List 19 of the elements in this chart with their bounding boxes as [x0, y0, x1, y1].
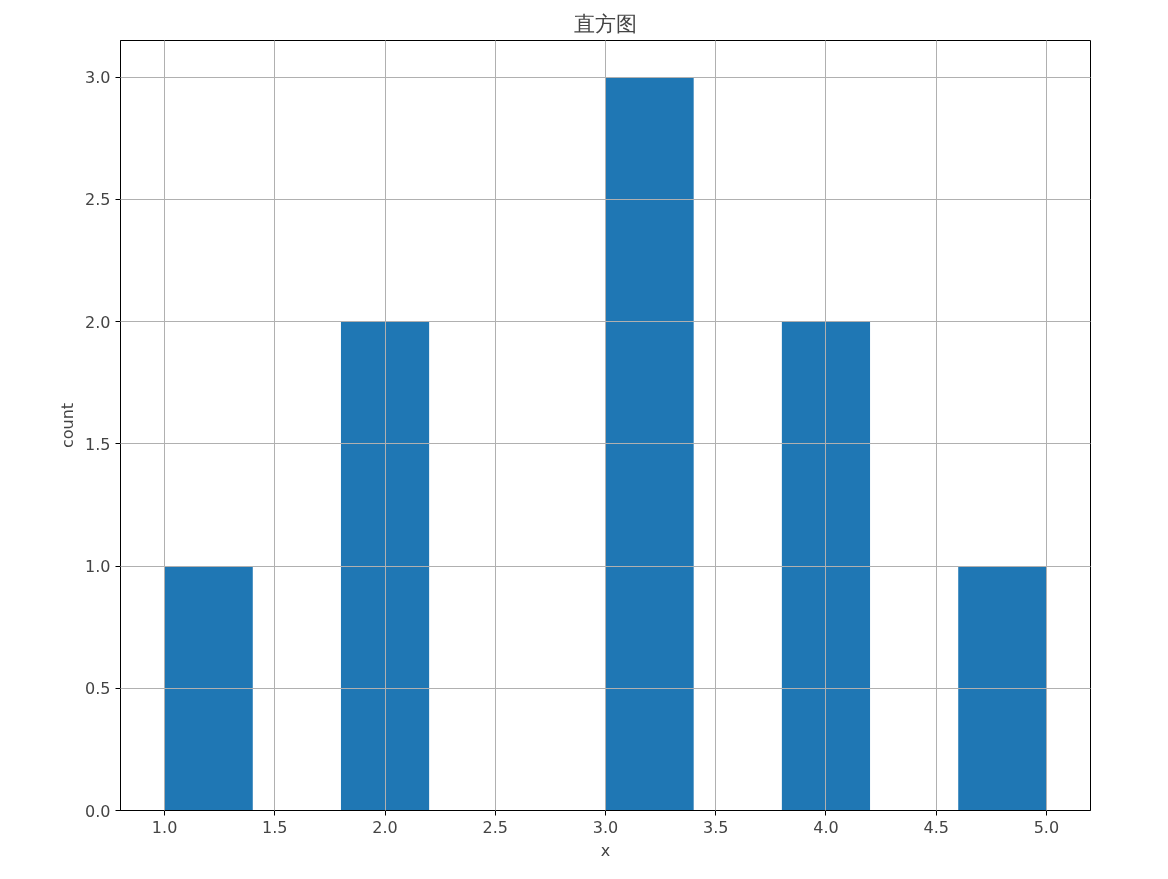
y-tick-label: 0.0: [85, 801, 111, 821]
x-tick-label: 2.0: [372, 817, 398, 837]
x-axis-title: x: [600, 840, 611, 860]
chart-title: 直方图: [574, 10, 637, 36]
x-tick-label: 1.0: [151, 817, 178, 837]
y-tick-label: 0.5: [85, 679, 111, 699]
y-tick-label: 2.5: [85, 190, 111, 210]
y-tick-label: 1.5: [85, 434, 111, 454]
x-tick-label: 4.0: [813, 817, 839, 837]
x-tick-label: 3.5: [703, 817, 729, 837]
y-axis-title: count: [58, 402, 78, 449]
x-tick-label: 4.5: [923, 817, 949, 837]
y-tick-label: 3.0: [85, 68, 111, 88]
x-tick-label: 2.5: [482, 817, 508, 837]
y-tick-label: 2.0: [85, 312, 111, 332]
x-tick-label: 5.0: [1033, 817, 1060, 837]
y-tick-label: 1.0: [85, 557, 111, 577]
x-tick-label: 3.0: [592, 817, 619, 837]
x-tick-label: 1.5: [262, 817, 288, 837]
